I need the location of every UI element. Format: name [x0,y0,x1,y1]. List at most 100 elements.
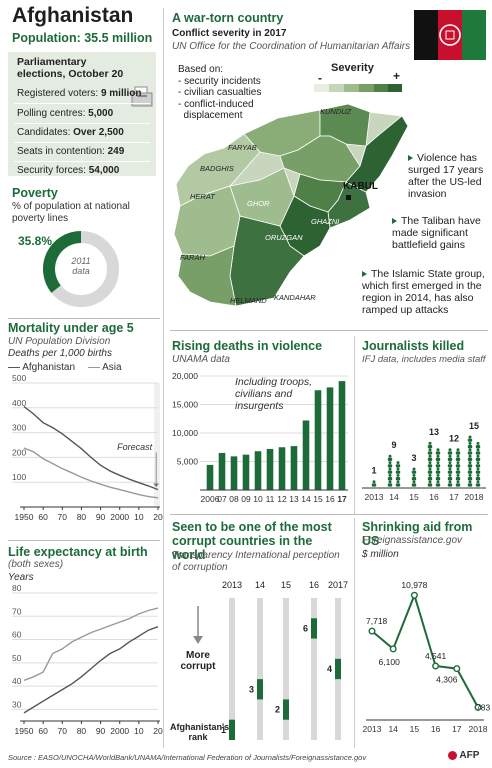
bar [218,452,226,490]
journalist-icon [447,477,453,481]
election-stat-label: Security forces: [17,165,89,176]
map-title: A war-torn country [172,11,284,25]
journalist-icon [475,451,481,455]
map-note-3: The Islamic State group, which first eme… [362,268,486,316]
rank-label: 3 [249,684,254,694]
journalist-icon [468,473,472,477]
more-corrupt-label: More corrupt [180,650,216,672]
poverty-year-label: 2011 [71,256,91,266]
afghanistan-flag [414,10,486,60]
x-tick-label: 1950 [15,512,34,522]
aid-point [389,645,397,653]
journalist-icon [455,477,461,481]
data-label: 4,541 [425,651,447,661]
violence-title: Rising deaths in violence [172,339,323,353]
journalist-icon [427,470,433,474]
journalist-icon [388,473,392,477]
journalist-icon [411,477,417,481]
election-stat-value: 5,000 [88,108,114,119]
election-stat-value: 249 [107,146,125,157]
criteria-2: - civilian casualties [178,87,262,98]
map-note-1: Violence has surged 17 years after the U… [408,152,486,200]
journalist-icon [476,441,480,445]
y-tick-label: 5,000 [177,457,199,467]
journalist-icon [435,477,441,481]
x-tick-label: 12 [277,494,287,504]
year-label: 16 [309,580,319,590]
journalist-icon [468,467,472,471]
x-tick-label: 11 [266,494,275,504]
poverty-title: Poverty [12,186,58,200]
y-tick-label: 500 [12,375,26,383]
journalist-icon [475,464,481,468]
election-stat-row: Seats in contention: 249 [17,146,124,157]
divider [170,330,488,331]
map-place-label: FARYAB [228,143,257,152]
journalist-icon [395,464,401,468]
journalist-icon [475,483,481,487]
journalist-icon [435,483,441,487]
map-note-3-text: The Islamic State group, which first eme… [362,268,485,316]
x-tick-label: 1950 [15,726,34,736]
year-label: 14 [255,580,265,590]
journalist-icon [468,480,472,484]
journalist-icon [455,483,461,487]
rank-marker [229,719,235,740]
journalist-icon [455,470,461,474]
data-label: 10,978 [401,580,427,590]
election-stat-label: Polling centres: [17,108,89,119]
election-stat-label: Seats in contention: [17,146,108,157]
journalist-icon [476,480,480,484]
life-unit: Years [8,572,34,583]
journalist-icon [427,457,433,461]
journalist-icon [412,480,416,484]
journalist-icon [448,448,452,452]
forecast-label: Forecast [117,442,153,452]
forecast-arrow-head [153,483,160,488]
rank-marker [283,699,289,720]
column-divider [163,8,164,748]
x-tick-label: 20 [153,726,163,736]
x-tick-label: 14 [389,492,399,502]
journalist-icon [467,483,473,487]
data-label: 13 [429,427,439,437]
afp-logo-text: AFP [459,750,480,761]
rank-label: 1 [221,725,226,735]
aid-point [368,627,376,635]
journalist-icon [447,470,453,474]
journalist-icon [476,448,480,452]
journalist-icon [467,451,473,455]
x-tick-label: 20 [153,512,163,522]
journalist-icon [448,480,452,484]
afp-logo: AFP [448,750,479,761]
map-place-label: KUNDUZ [320,107,352,116]
journalist-icon [468,448,472,452]
journalist-icon [435,451,441,455]
afghanistan-map [173,103,409,307]
x-tick-label: 17 [452,724,462,734]
legend-label-asia: Asia [102,362,122,373]
journalist-icon [467,464,473,468]
bar [338,381,346,490]
x-tick-label: 15 [410,724,420,734]
year-label: 2013 [222,580,242,590]
map-place-label: HERAT [190,192,215,201]
x-tick-label: 10 [134,726,144,736]
bullet-triangle-icon [408,155,413,162]
x-tick-label: 80 [77,512,87,522]
aid-point [474,703,482,711]
journalist-icon [436,467,440,471]
bar [266,448,274,490]
series-line-afghanistan [23,626,159,714]
x-tick-label: 16 [325,494,335,504]
divider [8,540,160,541]
divider [8,318,160,319]
x-tick-label: 2006 [201,494,220,504]
x-tick-label: 2000 [110,726,129,736]
map-note-2: The Taliban have made significant battle… [392,215,486,251]
journalist-icon [467,445,473,449]
poverty-year: 2011 data [70,256,92,276]
more-corrupt-arrow-head [193,636,203,644]
journalist-icon [396,461,400,465]
bar [254,451,262,490]
